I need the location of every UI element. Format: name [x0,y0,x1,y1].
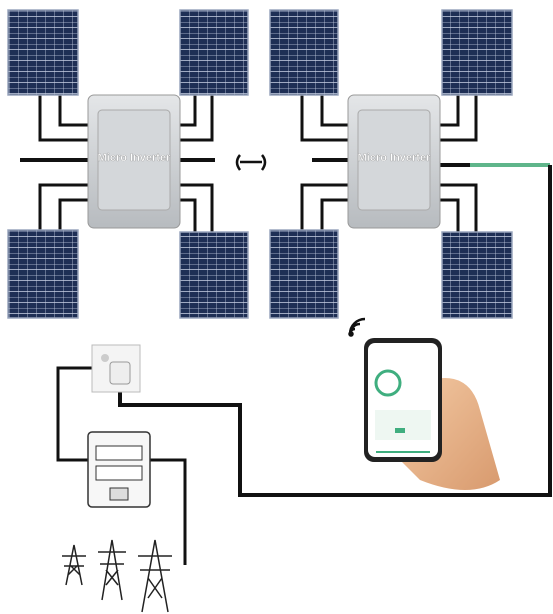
solar-panel [8,10,78,95]
connector [237,155,265,170]
inverter: Micro Inverter [348,95,440,228]
transmission-towers [62,540,172,612]
solar-panel [180,10,248,95]
inverter: Micro Inverter [88,95,180,228]
inverter-label: Micro Inverter [358,152,431,164]
wifi-icon [350,319,366,336]
diagram: Micro Inverter Micro Inverter [0,0,553,614]
solar-panel [8,230,78,318]
phone-in-hand [364,338,500,490]
solar-panel [270,10,338,95]
solar-panel [442,10,512,95]
inverter-label: Micro Inverter [98,152,171,164]
electric-meter [88,432,150,507]
solar-panel [442,232,512,318]
solar-panel [270,230,338,318]
page: Micro Inverter Micro Inverter (() => { c… [0,0,553,614]
wall-socket [92,345,140,392]
solar-panel [180,232,248,318]
